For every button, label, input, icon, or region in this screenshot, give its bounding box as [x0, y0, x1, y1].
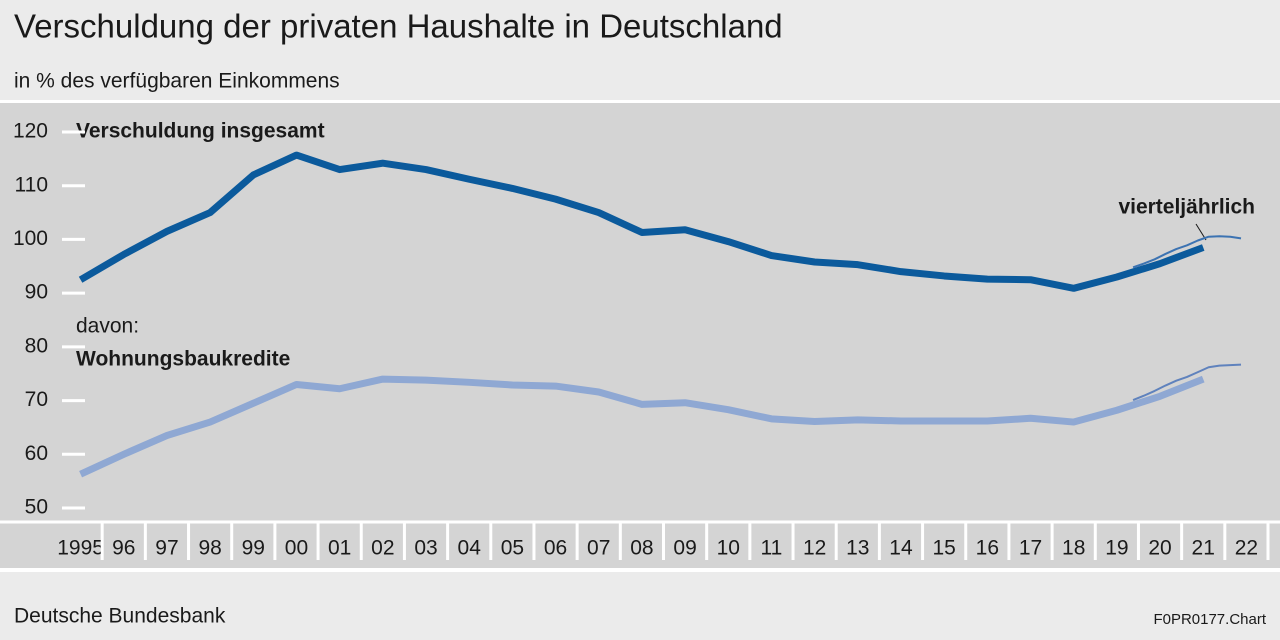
series-label: Wohnungsbaukredite: [76, 348, 290, 371]
x-tick-label: 97: [155, 537, 178, 560]
x-tick-label: 18: [1062, 537, 1085, 560]
x-tick-label: 16: [976, 537, 999, 560]
y-tick-label: 50: [25, 496, 48, 519]
series-line: [78, 151, 1205, 292]
x-tick-label: 19: [1105, 537, 1128, 560]
chart-subtitle: in % des verfügbaren Einkommens: [14, 70, 340, 93]
x-tick-label: 03: [414, 537, 437, 560]
plot-background: [0, 103, 1280, 568]
y-tick-label: 80: [25, 334, 48, 357]
y-tick-label: 100: [13, 227, 48, 250]
x-tick-label: 04: [458, 537, 482, 560]
x-tick-label: 00: [285, 537, 308, 560]
x-tick-label: 01: [328, 537, 351, 560]
x-tick-label: 14: [889, 537, 913, 560]
x-tick-label: 98: [198, 537, 221, 560]
series-line: [1132, 363, 1242, 401]
x-tick-label: 07: [587, 537, 610, 560]
x-tick-label: 09: [673, 537, 696, 560]
x-tick-label: 96: [112, 537, 135, 560]
source: Deutsche Bundesbank: [14, 605, 226, 628]
x-tick-label: 11: [761, 537, 783, 560]
series-line: [1132, 235, 1242, 269]
x-tick-label: 02: [371, 537, 394, 560]
y-tick-label: 120: [13, 120, 48, 143]
separator: [0, 568, 1280, 572]
y-tick-label: 90: [25, 281, 48, 304]
y-tick-label: 70: [25, 388, 48, 411]
x-tick-label: 15: [932, 537, 955, 560]
annotation: vierteljährlich: [1118, 196, 1255, 219]
x-tick-label: 08: [630, 537, 653, 560]
x-tick-label: 21: [1192, 537, 1215, 560]
x-tick-label: 12: [803, 537, 826, 560]
chart-title: Verschuldung der privaten Haushalte in D…: [14, 8, 783, 45]
x-tick-label: 17: [1019, 537, 1042, 560]
x-tick-label: 22: [1235, 537, 1258, 560]
series-line: [79, 375, 1205, 478]
series-label: Verschuldung insgesamt: [76, 120, 325, 143]
x-tick-label: 1995: [57, 537, 104, 560]
y-tick-label: 110: [15, 173, 48, 196]
annotation: davon:: [76, 315, 139, 338]
chart-id: F0PR0177.Chart: [1153, 611, 1266, 628]
x-tick-label: 13: [846, 537, 869, 560]
y-tick-label: 60: [25, 442, 48, 465]
x-tick-label: 20: [1148, 537, 1171, 560]
x-tick-label: 06: [544, 537, 567, 560]
x-tick-label: 10: [717, 537, 740, 560]
x-tick-label: 99: [242, 537, 265, 560]
x-tick-label: 05: [501, 537, 524, 560]
separator: [0, 100, 1280, 103]
